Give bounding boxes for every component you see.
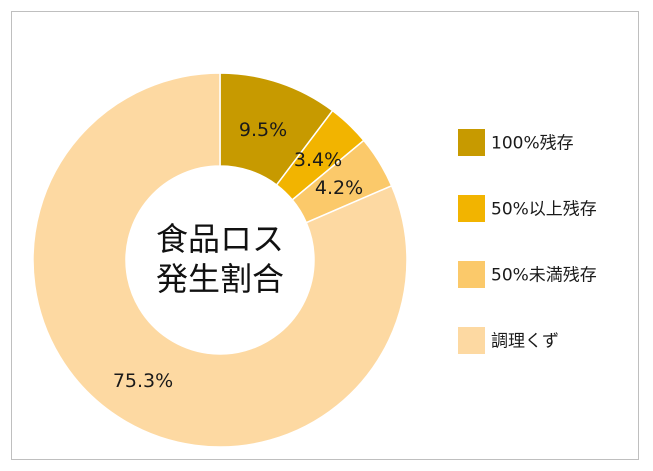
legend-swatch-3: [458, 261, 485, 288]
slice-4: [32, 72, 408, 448]
legend-swatch-1: [458, 129, 485, 156]
legend-label-4: 調理くず: [491, 332, 559, 352]
slice-label-3: 4.2%: [315, 177, 363, 199]
legend-label-2: 50%以上残存: [491, 200, 597, 220]
legend-label-3: 50%未満残存: [491, 266, 597, 286]
legend-swatch-2: [458, 195, 485, 222]
slice-labels: 9.5% 3.4% 4.2% 75.3%: [113, 119, 363, 392]
slice-label-2: 3.4%: [294, 149, 342, 171]
center-label-line-1: 食品ロス: [156, 220, 284, 258]
slice-label-1: 9.5%: [239, 119, 287, 141]
slice-label-4: 75.3%: [113, 370, 173, 392]
legend-swatch-4: [458, 327, 485, 354]
donut-slices: [32, 72, 408, 448]
legend-label-1: 100%残存: [491, 134, 574, 154]
center-label-line-2: 発生割合: [156, 260, 284, 298]
